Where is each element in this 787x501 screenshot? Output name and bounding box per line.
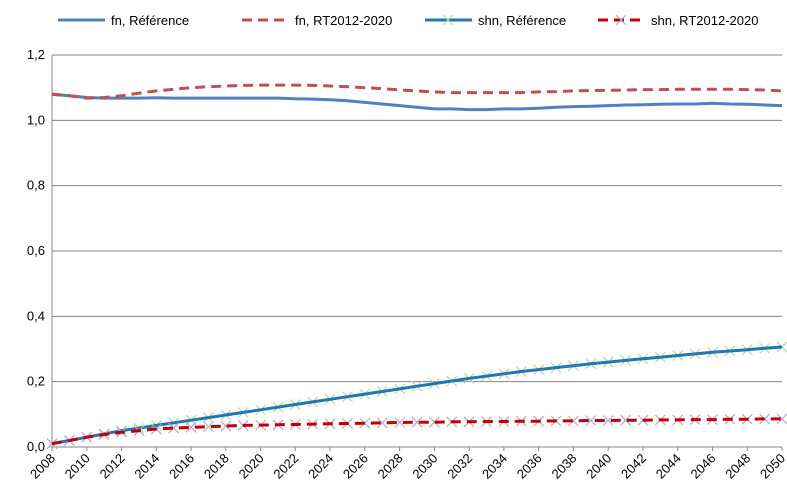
x-tick-label: 2010: [62, 451, 93, 482]
y-tick-label: 0,6: [27, 243, 45, 258]
series-line: [51, 417, 782, 446]
x-tick-label: 2048: [722, 451, 753, 482]
series-lines: [46, 83, 787, 450]
y-tick-label: 0,0: [27, 439, 45, 454]
legend-label: fn, Référence: [111, 13, 189, 28]
data-point-marker: [411, 416, 423, 428]
legend: fn, Référence fn, RT2012-2020 shn, Référen…: [58, 13, 758, 28]
x-tick-label: 2028: [375, 451, 406, 482]
x-tick-label: 2020: [236, 451, 267, 482]
x-tick-label: 2040: [583, 451, 614, 482]
series-line: [51, 92, 783, 112]
legend-marker: [615, 14, 627, 26]
legend-label: fn, RT2012-2020: [295, 13, 392, 28]
legend-label: shn, Référence: [478, 13, 566, 28]
data-point-marker: [185, 421, 197, 433]
y-tick-label: 1,0: [27, 112, 45, 127]
x-tick-label: 2046: [688, 451, 719, 482]
data-point-marker: [776, 413, 787, 425]
y-axis-tick-labels: 0,0 0,2 0,4 0,6 0,8 1,0 1,2: [27, 47, 45, 454]
x-tick-label: 2044: [653, 451, 684, 482]
x-axis-tick-labels: 2008 2010 2012 2014 2016 2018 2020 2022 2024 2026…: [27, 451, 787, 482]
x-tick-label: 2012: [97, 451, 128, 482]
y-tick-label: 0,4: [27, 308, 45, 323]
x-tick-label: 2018: [201, 451, 232, 482]
legend-item: shn, Référence: [425, 13, 566, 28]
legend-marker: [442, 14, 454, 26]
x-tick-label: 2034: [479, 451, 510, 482]
y-tick-label: 0,8: [27, 178, 45, 193]
axes: [51, 55, 783, 451]
data-point-marker: [568, 415, 579, 427]
x-tick-label: 2042: [618, 451, 649, 482]
x-tick-label: 2050: [757, 451, 787, 482]
legend-label: shn, RT2012-2020: [651, 13, 758, 28]
y-tick-label: 1,2: [27, 47, 45, 62]
data-point-marker: [376, 417, 388, 429]
series-3: [46, 341, 787, 450]
data-point-marker: [203, 421, 214, 433]
x-tick-label: 2032: [444, 451, 475, 482]
data-point-marker: [620, 414, 631, 426]
x-tick-label: 2038: [548, 451, 579, 482]
data-point-marker: [602, 415, 614, 426]
data-point-marker: [428, 416, 440, 428]
x-tick-label: 2030: [409, 451, 440, 482]
x-tick-label: 2016: [166, 451, 197, 482]
x-tick-label: 2024: [305, 451, 336, 482]
data-point-marker: [394, 417, 406, 428]
data-point-marker: [220, 420, 232, 432]
x-tick-label: 2008: [27, 451, 58, 482]
data-point-marker: [585, 415, 597, 426]
series-line: [51, 345, 783, 446]
x-tick-label: 2026: [340, 451, 371, 482]
series-line: [51, 83, 783, 100]
y-tick-label: 0,2: [27, 374, 45, 389]
data-point-marker: [46, 438, 58, 450]
legend-item: fn, RT2012-2020: [242, 13, 392, 28]
legend-item: fn, Référence: [58, 13, 189, 28]
x-tick-label: 2036: [514, 451, 545, 482]
series-2: [51, 83, 783, 100]
x-tick-label: 2022: [270, 451, 301, 482]
data-point-marker: [359, 417, 371, 429]
legend-item: shn, RT2012-2020: [598, 13, 758, 28]
data-point-marker: [168, 422, 180, 434]
series-1: [51, 92, 783, 112]
series-4: [46, 413, 787, 450]
x-tick-label: 2014: [131, 451, 162, 482]
gridlines: [52, 54, 782, 383]
